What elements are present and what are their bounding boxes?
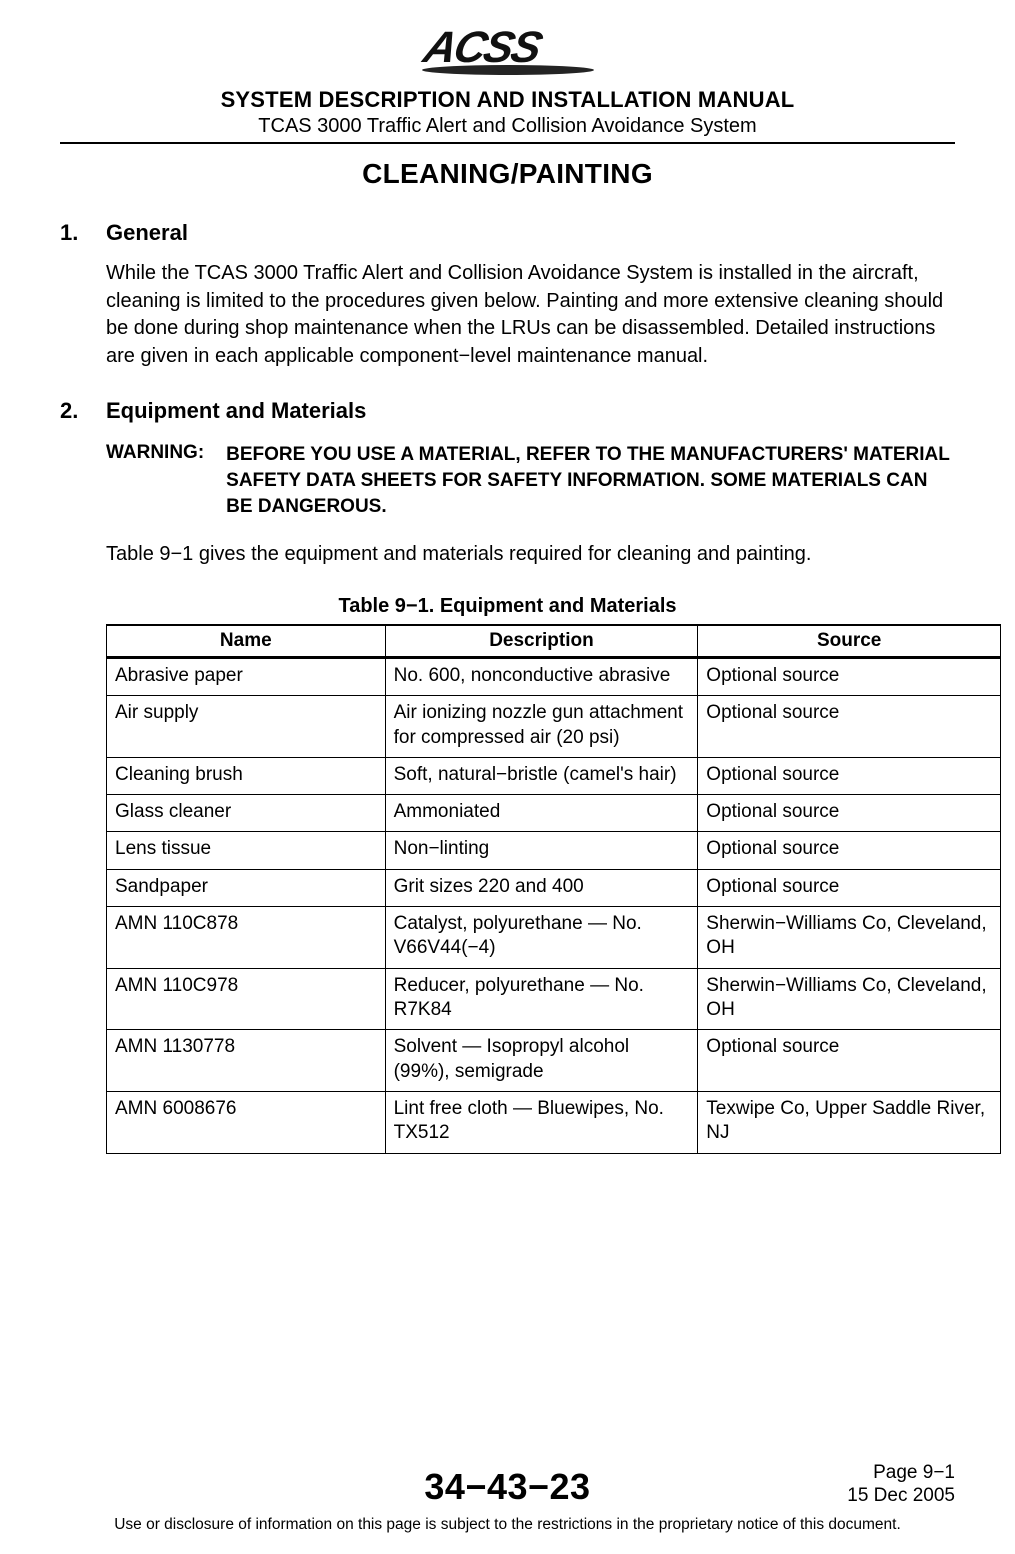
document-title: SYSTEM DESCRIPTION AND INSTALLATION MANU… bbox=[60, 87, 955, 113]
table-cell: Reducer, polyurethane — No. R7K84 bbox=[385, 968, 698, 1030]
table-row: SandpaperGrit sizes 220 and 400Optional … bbox=[107, 869, 1001, 906]
warning-text: BEFORE YOU USE A MATERIAL, REFER TO THE … bbox=[226, 442, 955, 519]
table-body: Abrasive paperNo. 600, nonconductive abr… bbox=[107, 657, 1001, 1153]
document-page: ACSS SYSTEM DESCRIPTION AND INSTALLATION… bbox=[0, 0, 1015, 1554]
table-cell: Non−linting bbox=[385, 832, 698, 869]
table-cell: AMN 6008676 bbox=[107, 1091, 386, 1153]
table-row: AMN 110C878Catalyst, polyurethane — No. … bbox=[107, 907, 1001, 969]
section-heading: Equipment and Materials bbox=[106, 398, 366, 424]
table-cell: Air ionizing nozzle gun attachment for c… bbox=[385, 696, 698, 758]
table-row: Lens tissueNon−lintingOptional source bbox=[107, 832, 1001, 869]
table-cell: Sandpaper bbox=[107, 869, 386, 906]
table-cell: Optional source bbox=[698, 757, 1001, 794]
table-header-desc: Description bbox=[385, 625, 698, 658]
table-cell: Catalyst, polyurethane — No. V66V44(−4) bbox=[385, 907, 698, 969]
table-row: AMN 1130778Solvent — Isopropyl alcohol (… bbox=[107, 1030, 1001, 1092]
table-cell: Lint free cloth — Bluewipes, No. TX512 bbox=[385, 1091, 698, 1153]
table-cell: Optional source bbox=[698, 795, 1001, 832]
table-row: AMN 110C978Reducer, polyurethane — No. R… bbox=[107, 968, 1001, 1030]
table-caption: Table 9−1. Equipment and Materials bbox=[60, 595, 955, 618]
table-cell: Lens tissue bbox=[107, 832, 386, 869]
table-cell: Optional source bbox=[698, 869, 1001, 906]
table-header-source: Source bbox=[698, 625, 1001, 658]
table-row: Cleaning brushSoft, natural−bristle (cam… bbox=[107, 757, 1001, 794]
table-cell: No. 600, nonconductive abrasive bbox=[385, 657, 698, 695]
table-cell: AMN 1130778 bbox=[107, 1030, 386, 1092]
footer-code: 34−43−23 bbox=[320, 1466, 695, 1508]
footer-row: 34−43−23 Page 9−1 15 Dec 2005 bbox=[60, 1461, 955, 1509]
section-1: 1. General bbox=[60, 220, 955, 246]
table-cell: Optional source bbox=[698, 657, 1001, 695]
section-heading: General bbox=[106, 220, 188, 246]
section-number: 1. bbox=[60, 220, 88, 246]
table-cell: Optional source bbox=[698, 696, 1001, 758]
table-row: AMN 6008676Lint free cloth — Bluewipes, … bbox=[107, 1091, 1001, 1153]
table-row: Air supplyAir ionizing nozzle gun attach… bbox=[107, 696, 1001, 758]
page-footer: 34−43−23 Page 9−1 15 Dec 2005 Use or dis… bbox=[0, 1461, 1015, 1535]
table-cell: Optional source bbox=[698, 832, 1001, 869]
equipment-materials-table: Name Description Source Abrasive paperNo… bbox=[106, 624, 1001, 1154]
table-header-row: Name Description Source bbox=[107, 625, 1001, 658]
table-cell: Glass cleaner bbox=[107, 795, 386, 832]
table-cell: Abrasive paper bbox=[107, 657, 386, 695]
table-row: Abrasive paperNo. 600, nonconductive abr… bbox=[107, 657, 1001, 695]
table-cell: Optional source bbox=[698, 1030, 1001, 1092]
section-paragraph: While the TCAS 3000 Traffic Alert and Co… bbox=[106, 260, 955, 370]
footer-notice: Use or disclosure of information on this… bbox=[60, 1516, 955, 1534]
footer-page: Page 9−1 bbox=[695, 1461, 955, 1485]
footer-right: Page 9−1 15 Dec 2005 bbox=[695, 1461, 955, 1509]
document-subtitle: TCAS 3000 Traffic Alert and Collision Av… bbox=[60, 115, 955, 144]
table-cell: Texwipe Co, Upper Saddle River, NJ bbox=[698, 1091, 1001, 1153]
table-cell: Ammoniated bbox=[385, 795, 698, 832]
table-cell: Sherwin−Williams Co, Cleveland, OH bbox=[698, 907, 1001, 969]
svg-text:ACSS: ACSS bbox=[418, 24, 547, 72]
logo-container: ACSS bbox=[60, 20, 955, 81]
warning-block: WARNING: BEFORE YOU USE A MATERIAL, REFE… bbox=[106, 442, 955, 519]
table-cell: Air supply bbox=[107, 696, 386, 758]
body: 1. General While the TCAS 3000 Traffic A… bbox=[60, 220, 955, 1154]
table-cell: Cleaning brush bbox=[107, 757, 386, 794]
footer-date: 15 Dec 2005 bbox=[695, 1484, 955, 1508]
table-cell: AMN 110C878 bbox=[107, 907, 386, 969]
section-number: 2. bbox=[60, 398, 88, 424]
warning-label: WARNING: bbox=[106, 442, 204, 519]
table-cell: AMN 110C978 bbox=[107, 968, 386, 1030]
table-header-name: Name bbox=[107, 625, 386, 658]
table-cell: Grit sizes 220 and 400 bbox=[385, 869, 698, 906]
section-2: 2. Equipment and Materials bbox=[60, 398, 955, 424]
table-cell: Soft, natural−bristle (camel's hair) bbox=[385, 757, 698, 794]
section-title: CLEANING/PAINTING bbox=[60, 158, 955, 190]
table-row: Glass cleanerAmmoniatedOptional source bbox=[107, 795, 1001, 832]
table-cell: Sherwin−Williams Co, Cleveland, OH bbox=[698, 968, 1001, 1030]
table-cell: Solvent — Isopropyl alcohol (99%), semig… bbox=[385, 1030, 698, 1092]
logo: ACSS bbox=[408, 20, 608, 76]
section-paragraph: Table 9−1 gives the equipment and materi… bbox=[106, 541, 955, 569]
